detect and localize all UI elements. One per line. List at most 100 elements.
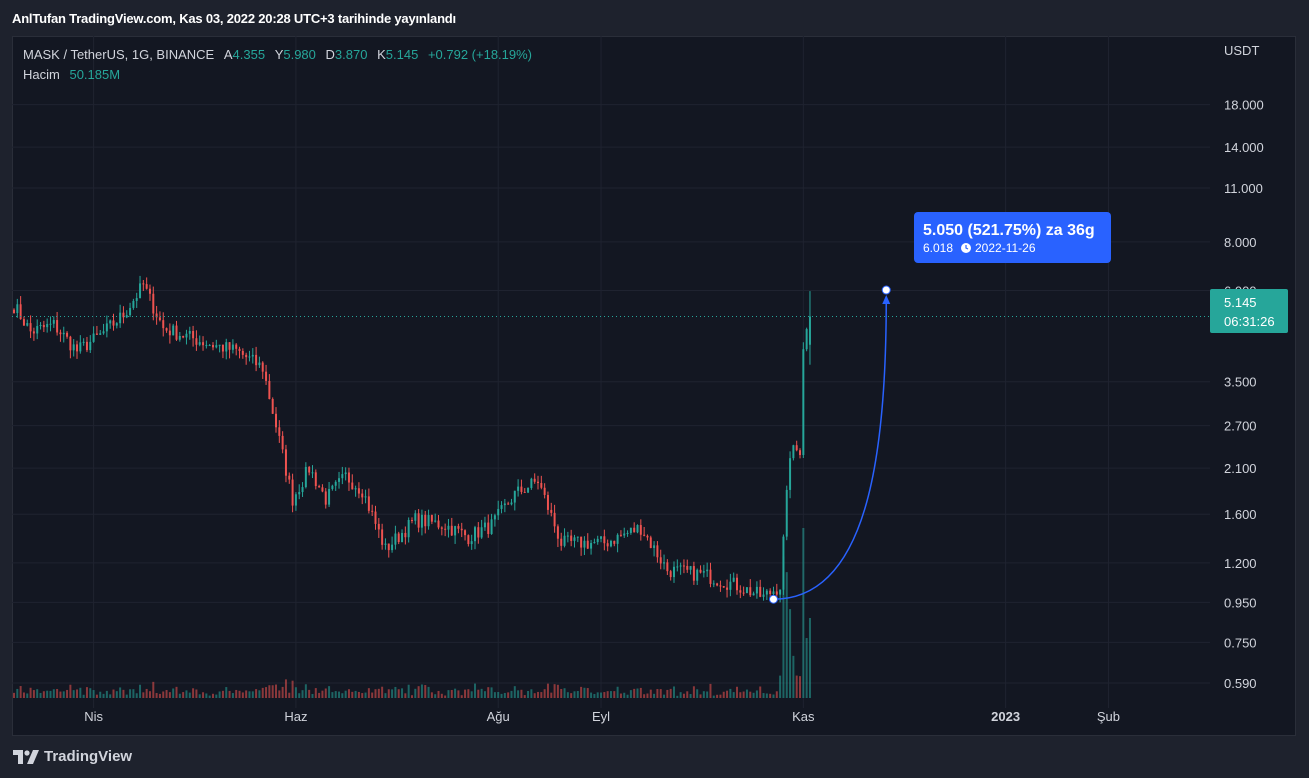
volume-bar xyxy=(609,691,612,698)
y-tick-label: 0.590 xyxy=(1224,676,1257,691)
tradingview-logo-icon xyxy=(13,749,39,764)
volume-bar xyxy=(258,690,261,698)
volume-bar xyxy=(29,687,32,698)
candle-body xyxy=(520,486,523,492)
volume-bar xyxy=(145,688,148,698)
volume-bar xyxy=(474,683,476,698)
volume-bar xyxy=(112,689,115,698)
candle-body xyxy=(666,562,669,572)
candle-body xyxy=(497,508,500,516)
candle-body xyxy=(789,458,792,490)
volume-bar xyxy=(125,694,128,698)
projection-target: 6.018 xyxy=(923,241,953,255)
candle-body xyxy=(89,341,92,351)
candle-body xyxy=(46,324,49,328)
candle-body xyxy=(480,527,483,538)
candle-body xyxy=(716,583,719,586)
volume-bar xyxy=(205,693,208,698)
volume-bar xyxy=(613,691,616,698)
volume-bar xyxy=(500,693,503,698)
x-tick-label: Kas xyxy=(792,709,815,724)
chart-pane[interactable] xyxy=(12,36,1296,736)
candle-body xyxy=(391,544,394,551)
volume-bar xyxy=(457,690,460,698)
candle-body xyxy=(132,300,135,308)
candle-body xyxy=(808,316,811,345)
candle-body xyxy=(527,487,530,493)
projection-start-handle xyxy=(768,594,778,604)
projection-curve xyxy=(773,300,887,600)
volume-bar xyxy=(530,689,533,698)
candle-body xyxy=(437,520,440,528)
candle-body xyxy=(79,342,82,352)
candle-body xyxy=(221,344,224,352)
volume-bar xyxy=(271,685,274,698)
candle-body xyxy=(324,491,327,505)
price-axis: USDT 18.00014.00011.0008.0006.0003.5002.… xyxy=(1224,43,1264,691)
candle-body xyxy=(513,490,516,503)
volume-bar xyxy=(255,689,258,698)
candle-body xyxy=(619,534,622,536)
volume-bar xyxy=(593,693,596,698)
grid-lines xyxy=(12,36,1210,708)
volume-bar xyxy=(139,684,142,698)
candle-body xyxy=(454,526,457,536)
candle-body xyxy=(248,356,251,358)
projection-label[interactable]: 5.050 (521.75%) za 36g 6.018 2022-11-26 xyxy=(914,212,1111,263)
candle-body xyxy=(440,527,443,529)
y-tick-label: 14.000 xyxy=(1224,140,1264,155)
projection-arrowhead xyxy=(882,295,891,305)
candle-body xyxy=(192,331,195,339)
volume-bar xyxy=(13,692,15,698)
candle-body xyxy=(769,590,772,595)
candle-body xyxy=(772,591,775,595)
candle-body xyxy=(500,505,503,509)
volume-bar xyxy=(808,617,811,698)
volume-bar xyxy=(265,687,268,698)
volume-bar xyxy=(639,687,642,698)
volume-bar xyxy=(26,693,29,698)
volume-bar xyxy=(583,687,586,698)
volume-bar xyxy=(225,687,228,698)
volume-bar xyxy=(72,690,75,698)
candle-body xyxy=(202,342,205,346)
candle-body xyxy=(712,583,715,585)
candle-body xyxy=(626,532,629,534)
candle-body xyxy=(679,565,682,567)
candle-body xyxy=(119,312,122,324)
y-tick-label: 0.950 xyxy=(1224,595,1257,610)
volume-bar xyxy=(663,694,666,698)
volume-bar xyxy=(523,695,526,698)
candle-body xyxy=(92,333,95,342)
volume-bar xyxy=(646,693,649,698)
volume-bar xyxy=(304,684,307,698)
y-tick-label: 2.700 xyxy=(1224,419,1257,434)
candle-body xyxy=(165,328,168,331)
volume-bar xyxy=(420,684,423,698)
volume-bar xyxy=(487,687,490,698)
volume-bar xyxy=(424,685,427,698)
volume-bar xyxy=(586,688,589,698)
candle-body xyxy=(676,566,679,568)
candle-body xyxy=(540,482,543,488)
volume-bar xyxy=(543,689,546,698)
candle-body xyxy=(775,591,778,595)
candles xyxy=(13,275,811,603)
candle-body xyxy=(145,284,148,289)
candle-body xyxy=(195,338,198,345)
tradingview-logo[interactable]: TradingView xyxy=(13,748,132,765)
volume-bar xyxy=(633,688,636,698)
clock-hands-icon xyxy=(965,245,969,250)
candle-body xyxy=(752,593,755,596)
candle-body xyxy=(742,592,745,594)
candle-body xyxy=(182,336,185,338)
volume-bar xyxy=(749,691,752,698)
volume-bar xyxy=(520,689,523,698)
volume-bar xyxy=(540,692,543,698)
volume-bar xyxy=(328,686,331,698)
candle-body xyxy=(805,329,808,350)
symbol-title: MASK / TetherUS, 1G, BINANCE xyxy=(23,47,215,62)
volume-bar xyxy=(672,686,675,698)
volume-bar xyxy=(510,690,513,698)
price-chart[interactable]: USDT 18.00014.00011.0008.0006.0003.5002.… xyxy=(12,36,1296,736)
